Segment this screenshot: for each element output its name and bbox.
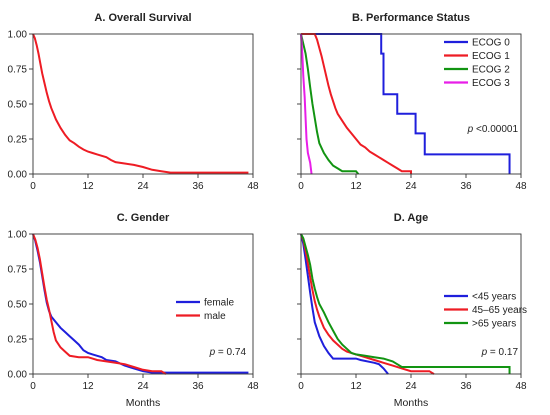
panel-title: D. Age bbox=[394, 212, 428, 224]
legend-label: ECOG 0 bbox=[472, 38, 510, 49]
legend-label: ECOG 2 bbox=[472, 65, 510, 76]
legend: <45 years 45–65 years >65 years bbox=[444, 292, 527, 330]
panel-2: C. Gender 0 12 24 36 48 0.00 0.25 0.50 0.75 1.00 Mo… bbox=[8, 212, 259, 409]
panel-title: A. Overall Survival bbox=[94, 12, 191, 24]
plot-frame bbox=[300, 33, 522, 175]
legend-label: male bbox=[204, 311, 226, 322]
y-tick-label: 1.00 bbox=[8, 30, 28, 41]
x-tick-label: 36 bbox=[460, 381, 472, 392]
series-line-ecog-1 bbox=[301, 33, 412, 174]
p-value-annotation: p = 0.17 bbox=[481, 347, 519, 358]
legend-label: 45–65 years bbox=[472, 305, 527, 316]
x-tick-label: 0 bbox=[30, 181, 36, 192]
x-tick-label: 48 bbox=[515, 381, 527, 392]
series-line-0 bbox=[32, 33, 249, 174]
x-tick-label: 12 bbox=[350, 181, 362, 192]
x-tick-label: 24 bbox=[405, 181, 417, 192]
y-tick-label: 0.00 bbox=[8, 170, 28, 181]
series-line-male bbox=[32, 233, 167, 375]
x-tick-label: 48 bbox=[247, 381, 259, 392]
y-tick-label: 0.25 bbox=[8, 135, 28, 146]
x-tick-label: 0 bbox=[298, 181, 304, 192]
x-tick-label: 48 bbox=[247, 181, 259, 192]
p-value-annotation: p <0.00001 bbox=[467, 124, 519, 135]
x-tick-label: 24 bbox=[405, 381, 417, 392]
panel-0: A. Overall Survival 0 12 24 36 48 0.00 0.25 0.50… bbox=[8, 12, 259, 192]
series-line--45-years bbox=[300, 233, 389, 375]
x-tick-label: 36 bbox=[460, 181, 472, 192]
x-tick-label: 48 bbox=[515, 181, 527, 192]
series-line--65-years bbox=[300, 233, 511, 374]
x-axis-label: Months bbox=[394, 397, 428, 409]
series-line-ecog-3 bbox=[300, 33, 313, 175]
legend-label: female bbox=[204, 298, 234, 309]
y-tick-label: 0.75 bbox=[8, 265, 28, 276]
x-tick-label: 24 bbox=[137, 181, 149, 192]
y-tick-label: 0.50 bbox=[8, 100, 28, 111]
y-tick-label: 0.50 bbox=[8, 300, 28, 311]
x-tick-label: 36 bbox=[192, 381, 204, 392]
x-tick-label: 36 bbox=[192, 181, 204, 192]
y-tick-label: 1.00 bbox=[8, 230, 28, 241]
x-tick-label: 24 bbox=[137, 381, 149, 392]
legend-label: >65 years bbox=[472, 319, 516, 330]
plot-frame bbox=[32, 233, 254, 375]
panel-title: B. Performance Status bbox=[352, 12, 470, 24]
x-tick-label: 12 bbox=[350, 381, 362, 392]
plot-frame bbox=[32, 33, 254, 175]
legend-label: ECOG 3 bbox=[472, 78, 510, 89]
x-axis-label: Months bbox=[126, 397, 160, 409]
series-line-ecog-0 bbox=[301, 33, 511, 174]
panel-title: C. Gender bbox=[117, 212, 170, 224]
y-tick-label: 0.00 bbox=[8, 370, 28, 381]
p-value-annotation: p = 0.74 bbox=[209, 347, 247, 358]
legend: female male bbox=[176, 298, 234, 322]
plot-frame bbox=[300, 233, 522, 375]
series-line-ecog-2 bbox=[300, 33, 360, 175]
x-tick-label: 12 bbox=[82, 181, 94, 192]
series-line-45-65-years bbox=[300, 233, 435, 375]
legend-label: ECOG 1 bbox=[472, 51, 510, 62]
x-tick-label: 0 bbox=[298, 381, 304, 392]
x-tick-label: 0 bbox=[30, 381, 36, 392]
legend-label: <45 years bbox=[472, 292, 516, 303]
x-tick-label: 12 bbox=[82, 381, 94, 392]
legend: ECOG 0 ECOG 1 ECOG 2 ECOG 3 bbox=[444, 38, 510, 89]
y-tick-label: 0.25 bbox=[8, 335, 28, 346]
panel-3: D. Age 0 12 24 36 48 Months <45 years 45–65 year… bbox=[297, 212, 527, 409]
y-tick-label: 0.75 bbox=[8, 65, 28, 76]
